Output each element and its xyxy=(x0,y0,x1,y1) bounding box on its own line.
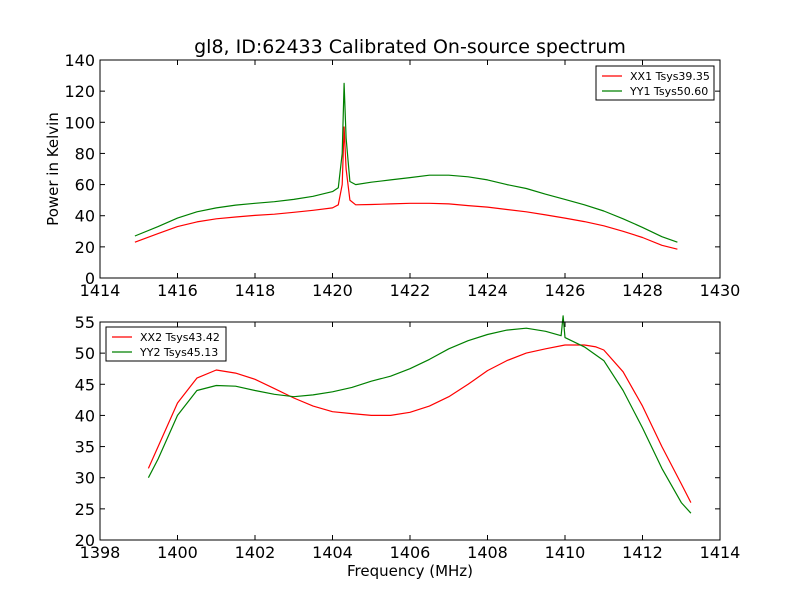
y-tick-label: 80 xyxy=(75,144,95,163)
y-axis-label: Power in Kelvin xyxy=(44,112,62,226)
bottom-spectrum-panel: 1398 1400 1402 1404 1406 1408 1410 1412 1414 20 25… xyxy=(75,313,741,580)
x-tick-label: 1422 xyxy=(390,281,431,300)
x-tick-label: 1404 xyxy=(312,543,353,562)
series-line-xx xyxy=(134,126,678,250)
y-tick-label: 60 xyxy=(75,176,95,195)
y-tick-label: 50 xyxy=(75,344,95,363)
legend-label-yy: YY1 Tsys50.60 xyxy=(629,85,708,98)
y-tick-label: 40 xyxy=(75,207,95,226)
figure-title: gl8, ID:62433 Calibrated On-source spect… xyxy=(194,36,626,58)
x-axis-label: Frequency (MHz) xyxy=(347,562,473,580)
series-line-yy xyxy=(134,82,678,243)
legend: XX1 Tsys39.35 YY1 Tsys50.60 xyxy=(595,65,715,101)
y-tick-label: 45 xyxy=(75,375,95,394)
series-line-xx xyxy=(147,344,692,503)
legend-label-yy: YY2 Tsys45.13 xyxy=(139,346,218,359)
series-line-yy xyxy=(147,315,692,514)
y-tick-label: 20 xyxy=(75,531,95,550)
legend: XX2 Tsys43.42 YY2 Tsys45.13 xyxy=(105,326,227,362)
x-tick-label: 1430 xyxy=(700,281,741,300)
y-tick-label: 35 xyxy=(75,438,95,457)
x-tick-label: 1406 xyxy=(390,543,431,562)
x-tick-label: 1414 xyxy=(80,281,121,300)
y-tick-label: 25 xyxy=(75,500,95,519)
x-tick-label: 1426 xyxy=(545,281,586,300)
x-tick-label: 1424 xyxy=(467,281,508,300)
y-tick-label: 40 xyxy=(75,406,95,425)
top-spectrum-panel: 1414 1416 1418 1420 1422 1424 1426 1428 1430 0 20 4… xyxy=(44,51,740,300)
y-tick-label: 0 xyxy=(85,269,95,288)
x-tick-label: 1400 xyxy=(157,543,198,562)
x-tick-label: 1408 xyxy=(467,543,508,562)
x-tick-label: 1428 xyxy=(622,281,663,300)
y-tick-label: 100 xyxy=(64,113,95,132)
legend-label-xx: XX1 Tsys39.35 xyxy=(630,70,710,83)
x-tick-label: 1416 xyxy=(157,281,198,300)
legend-box xyxy=(595,65,715,101)
legend-box xyxy=(105,326,227,362)
y-tick-label: 55 xyxy=(75,313,95,332)
x-tick-label: 1414 xyxy=(700,543,741,562)
legend-label-xx: XX2 Tsys43.42 xyxy=(140,331,220,344)
x-tick-label: 1398 xyxy=(80,543,121,562)
x-tick-label: 1412 xyxy=(622,543,663,562)
x-tick-label: 1420 xyxy=(312,281,353,300)
y-tick-label: 140 xyxy=(64,51,95,70)
y-tick-label: 20 xyxy=(75,238,95,257)
y-tick-label: 120 xyxy=(64,82,95,101)
x-tick-label: 1418 xyxy=(235,281,276,300)
x-tick-label: 1410 xyxy=(545,543,586,562)
x-tick-label: 1402 xyxy=(235,543,276,562)
y-tick-label: 30 xyxy=(75,469,95,488)
